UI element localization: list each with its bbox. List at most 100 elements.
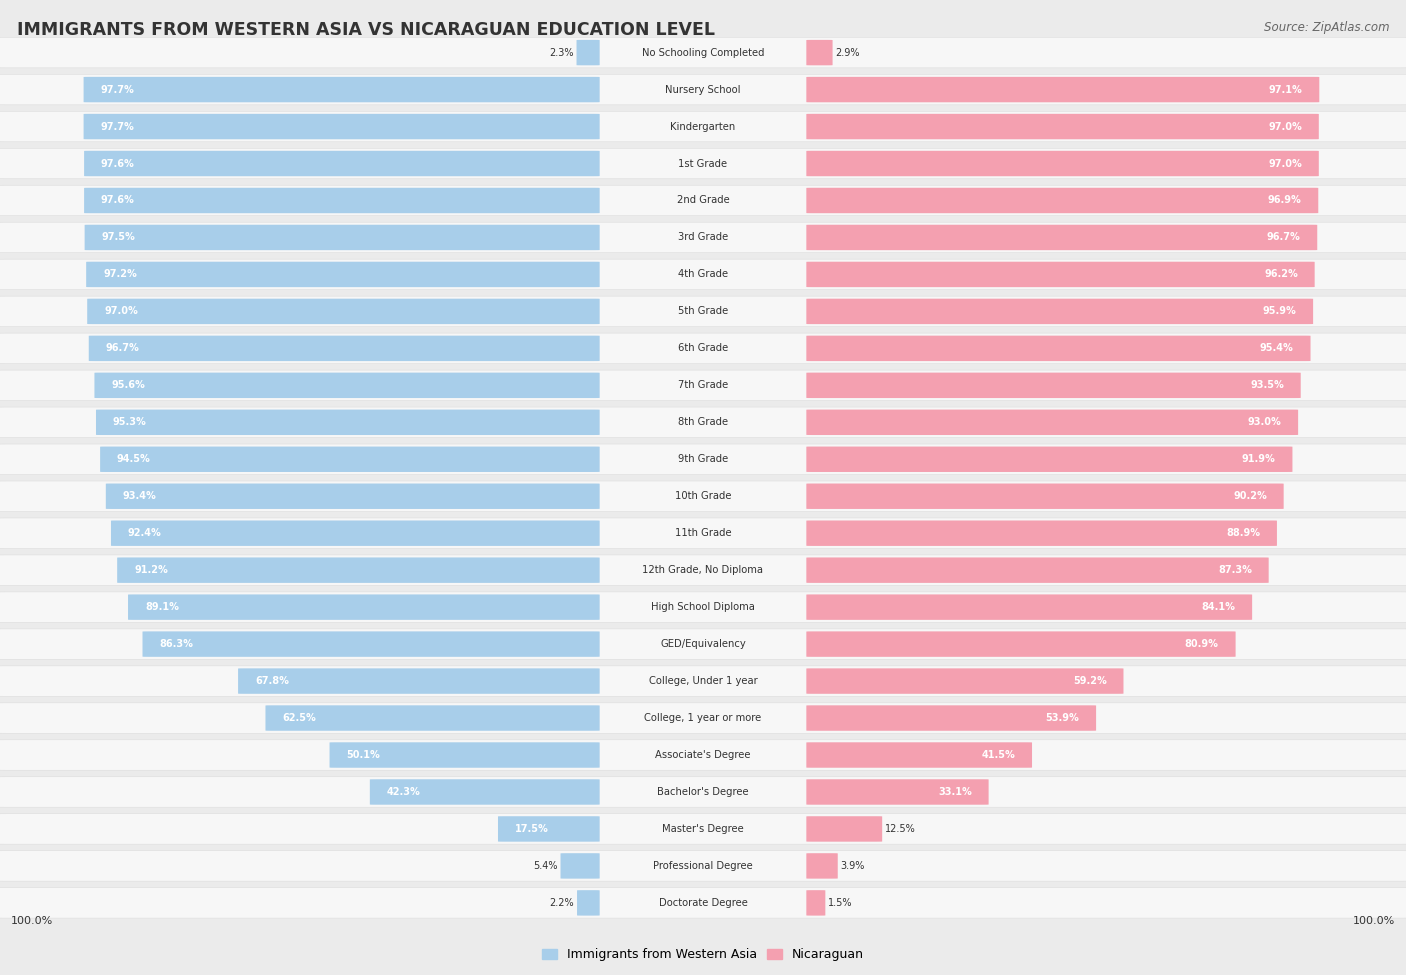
FancyBboxPatch shape	[84, 151, 599, 176]
FancyBboxPatch shape	[89, 335, 599, 361]
Text: IMMIGRANTS FROM WESTERN ASIA VS NICARAGUAN EDUCATION LEVEL: IMMIGRANTS FROM WESTERN ASIA VS NICARAGU…	[17, 21, 714, 39]
Text: 12.5%: 12.5%	[884, 824, 915, 834]
Text: 97.0%: 97.0%	[1268, 122, 1302, 132]
Text: 3rd Grade: 3rd Grade	[678, 232, 728, 243]
Text: 2nd Grade: 2nd Grade	[676, 195, 730, 206]
FancyBboxPatch shape	[807, 410, 1298, 435]
FancyBboxPatch shape	[807, 595, 1253, 620]
Text: 96.2%: 96.2%	[1264, 269, 1298, 280]
FancyBboxPatch shape	[561, 853, 599, 878]
FancyBboxPatch shape	[142, 632, 599, 657]
FancyBboxPatch shape	[329, 742, 599, 767]
Text: College, 1 year or more: College, 1 year or more	[644, 713, 762, 723]
FancyBboxPatch shape	[807, 705, 1097, 731]
FancyBboxPatch shape	[0, 370, 1406, 401]
Text: Master's Degree: Master's Degree	[662, 824, 744, 834]
Text: Bachelor's Degree: Bachelor's Degree	[657, 787, 749, 797]
Text: 67.8%: 67.8%	[254, 676, 288, 686]
FancyBboxPatch shape	[0, 74, 1406, 104]
Text: 95.4%: 95.4%	[1260, 343, 1294, 353]
FancyBboxPatch shape	[807, 261, 1315, 288]
Text: 87.3%: 87.3%	[1218, 566, 1251, 575]
FancyBboxPatch shape	[807, 77, 1319, 102]
FancyBboxPatch shape	[807, 668, 1123, 694]
FancyBboxPatch shape	[86, 261, 599, 288]
Text: 93.5%: 93.5%	[1250, 380, 1284, 390]
Text: 41.5%: 41.5%	[981, 750, 1015, 760]
Text: 12th Grade, No Diploma: 12th Grade, No Diploma	[643, 566, 763, 575]
FancyBboxPatch shape	[105, 484, 599, 509]
Text: 97.2%: 97.2%	[103, 269, 136, 280]
Text: 84.1%: 84.1%	[1201, 603, 1236, 612]
FancyBboxPatch shape	[84, 188, 599, 214]
Text: 89.1%: 89.1%	[145, 603, 179, 612]
Text: 17.5%: 17.5%	[515, 824, 548, 834]
FancyBboxPatch shape	[576, 890, 599, 916]
Text: 2.3%: 2.3%	[550, 48, 574, 58]
Text: 33.1%: 33.1%	[938, 787, 972, 797]
Text: 90.2%: 90.2%	[1233, 491, 1267, 501]
FancyBboxPatch shape	[807, 188, 1319, 214]
FancyBboxPatch shape	[0, 333, 1406, 364]
FancyBboxPatch shape	[100, 447, 599, 472]
Text: 1.5%: 1.5%	[828, 898, 852, 908]
FancyBboxPatch shape	[83, 114, 599, 139]
FancyBboxPatch shape	[807, 40, 832, 65]
Text: 94.5%: 94.5%	[117, 454, 150, 464]
FancyBboxPatch shape	[94, 372, 599, 398]
Text: 97.7%: 97.7%	[100, 85, 134, 95]
FancyBboxPatch shape	[0, 444, 1406, 475]
FancyBboxPatch shape	[0, 777, 1406, 807]
FancyBboxPatch shape	[0, 703, 1406, 733]
FancyBboxPatch shape	[0, 814, 1406, 844]
FancyBboxPatch shape	[0, 111, 1406, 141]
Text: 50.1%: 50.1%	[346, 750, 380, 760]
Text: Associate's Degree: Associate's Degree	[655, 750, 751, 760]
Text: 91.2%: 91.2%	[134, 566, 167, 575]
Text: 5th Grade: 5th Grade	[678, 306, 728, 317]
FancyBboxPatch shape	[370, 779, 599, 804]
FancyBboxPatch shape	[807, 890, 825, 916]
Text: 42.3%: 42.3%	[387, 787, 420, 797]
Text: 96.7%: 96.7%	[105, 343, 139, 353]
FancyBboxPatch shape	[807, 224, 1317, 251]
FancyBboxPatch shape	[0, 666, 1406, 696]
FancyBboxPatch shape	[0, 629, 1406, 659]
Text: 93.4%: 93.4%	[122, 491, 156, 501]
Text: 10th Grade: 10th Grade	[675, 491, 731, 501]
Text: 100.0%: 100.0%	[1353, 916, 1395, 926]
FancyBboxPatch shape	[807, 484, 1284, 509]
FancyBboxPatch shape	[111, 521, 599, 546]
Text: 5.4%: 5.4%	[533, 861, 558, 871]
Text: 96.9%: 96.9%	[1268, 195, 1302, 206]
FancyBboxPatch shape	[807, 372, 1301, 398]
FancyBboxPatch shape	[0, 222, 1406, 253]
FancyBboxPatch shape	[807, 447, 1292, 472]
Legend: Immigrants from Western Asia, Nicaraguan: Immigrants from Western Asia, Nicaraguan	[541, 949, 865, 961]
FancyBboxPatch shape	[117, 558, 599, 583]
FancyBboxPatch shape	[807, 298, 1313, 324]
Text: 92.4%: 92.4%	[128, 528, 162, 538]
FancyBboxPatch shape	[0, 518, 1406, 548]
Text: Source: ZipAtlas.com: Source: ZipAtlas.com	[1264, 21, 1389, 34]
FancyBboxPatch shape	[807, 779, 988, 804]
FancyBboxPatch shape	[807, 853, 838, 878]
Text: 9th Grade: 9th Grade	[678, 454, 728, 464]
Text: 62.5%: 62.5%	[283, 713, 316, 723]
Text: 88.9%: 88.9%	[1226, 528, 1260, 538]
FancyBboxPatch shape	[87, 298, 599, 324]
FancyBboxPatch shape	[238, 668, 599, 694]
FancyBboxPatch shape	[0, 887, 1406, 918]
Text: 2.2%: 2.2%	[550, 898, 574, 908]
Text: 97.6%: 97.6%	[101, 159, 135, 169]
Text: Professional Degree: Professional Degree	[654, 861, 752, 871]
Text: 2.9%: 2.9%	[835, 48, 860, 58]
FancyBboxPatch shape	[807, 151, 1319, 176]
Text: 97.5%: 97.5%	[101, 232, 135, 243]
FancyBboxPatch shape	[96, 410, 599, 435]
FancyBboxPatch shape	[0, 296, 1406, 327]
Text: Nursery School: Nursery School	[665, 85, 741, 95]
Text: 11th Grade: 11th Grade	[675, 528, 731, 538]
Text: High School Diploma: High School Diploma	[651, 603, 755, 612]
Text: 96.7%: 96.7%	[1267, 232, 1301, 243]
